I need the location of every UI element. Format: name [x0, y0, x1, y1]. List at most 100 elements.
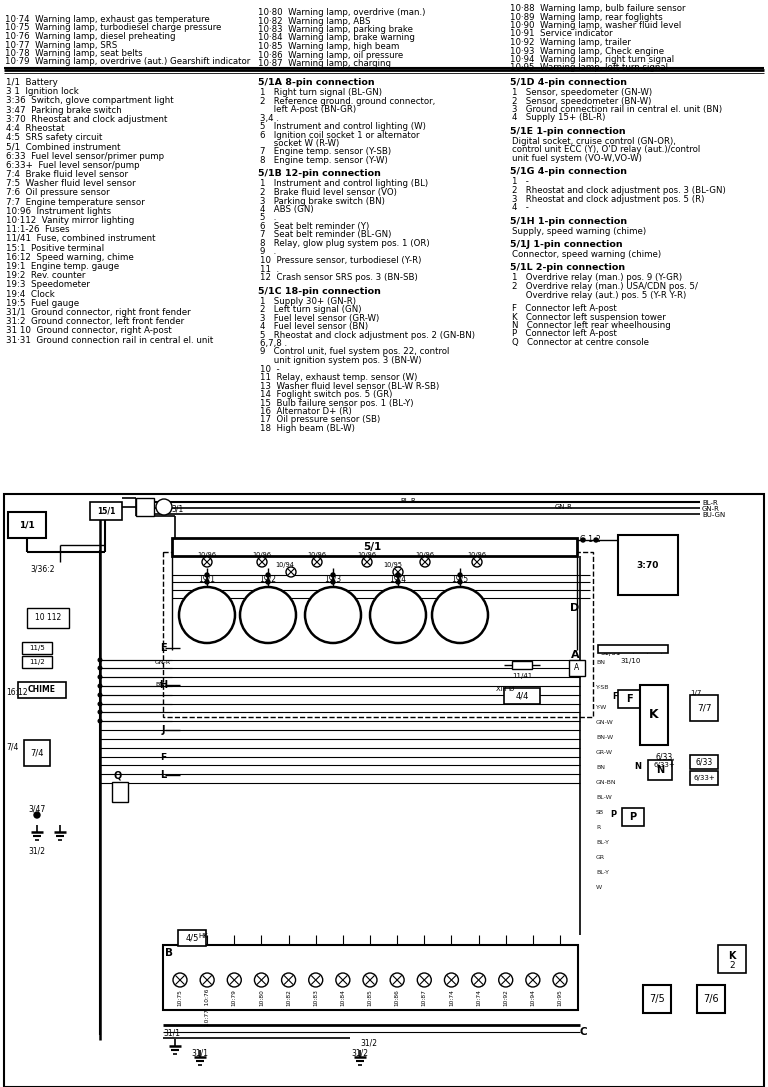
- Text: D: D: [571, 603, 580, 613]
- Text: TEMP: TEMP: [194, 605, 220, 614]
- Text: 5/1J 1-pin connection: 5/1J 1-pin connection: [510, 240, 623, 249]
- Text: 31/2: 31/2: [28, 846, 45, 855]
- Text: 31/2: 31/2: [360, 1038, 377, 1047]
- Text: 2: 2: [596, 535, 601, 544]
- Text: BN: BN: [596, 660, 605, 665]
- Text: 7/5: 7/5: [649, 994, 665, 1004]
- Text: 10·91  Service indicator: 10·91 Service indicator: [510, 29, 613, 38]
- Text: 10·89  Warning lamp, rear foglights: 10·89 Warning lamp, rear foglights: [510, 12, 663, 22]
- Text: Q   Connector at centre console: Q Connector at centre console: [512, 338, 649, 347]
- Circle shape: [205, 573, 209, 577]
- Text: 31/1: 31/1: [163, 1028, 180, 1037]
- Text: 11/41: 11/41: [512, 673, 532, 679]
- Text: 7   Seat belt reminder (BL-GN): 7 Seat belt reminder (BL-GN): [260, 230, 392, 239]
- Text: 10:87: 10:87: [422, 989, 427, 1005]
- Circle shape: [312, 557, 322, 567]
- Text: BN: BN: [596, 765, 605, 770]
- Text: Digital socket, cruise control (GN-OR),: Digital socket, cruise control (GN-OR),: [512, 137, 676, 146]
- Text: GAUGE: GAUGE: [190, 616, 223, 625]
- Text: P: P: [610, 810, 616, 819]
- Text: 1/1: 1/1: [19, 521, 35, 529]
- Text: 5/1A 8-pin connection: 5/1A 8-pin connection: [258, 78, 375, 87]
- Text: Supply, speed warning (chime): Supply, speed warning (chime): [512, 226, 646, 236]
- Circle shape: [498, 973, 513, 987]
- Text: 4   Fuel level sensor (BN): 4 Fuel level sensor (BN): [260, 322, 368, 332]
- Text: 10·78  Warning lamp, seat belts: 10·78 Warning lamp, seat belts: [5, 49, 143, 58]
- Circle shape: [362, 557, 372, 567]
- Text: FUEL: FUEL: [449, 605, 472, 614]
- Circle shape: [98, 659, 102, 662]
- Text: 31/10: 31/10: [620, 658, 641, 664]
- Text: socket W (R-W): socket W (R-W): [260, 139, 339, 148]
- Text: 5   .: 5 .: [260, 213, 276, 223]
- Text: 11:1-26  Fuses: 11:1-26 Fuses: [6, 225, 70, 234]
- Text: 18  High beam (BL-W): 18 High beam (BL-W): [260, 424, 355, 433]
- Circle shape: [98, 702, 102, 705]
- Text: 10·76  Warning lamp, diesel preheating: 10·76 Warning lamp, diesel preheating: [5, 32, 176, 41]
- Text: 10·112  Vanity mirror lighting: 10·112 Vanity mirror lighting: [6, 216, 134, 225]
- Text: 10/96: 10/96: [253, 552, 272, 558]
- Text: 12  Crash sensor SRS pos. 3 (BN-SB): 12 Crash sensor SRS pos. 3 (BN-SB): [260, 273, 418, 282]
- Bar: [163, 945, 578, 1010]
- Text: 19:2  Rev. counter: 19:2 Rev. counter: [6, 271, 85, 280]
- Text: 10·88  Warning lamp, bulb failure sensor: 10·88 Warning lamp, bulb failure sensor: [510, 4, 686, 13]
- Text: K: K: [649, 709, 659, 722]
- Text: E: E: [160, 644, 167, 653]
- Text: 19/3: 19/3: [324, 575, 342, 584]
- Text: GN-R: GN-R: [702, 507, 720, 512]
- Bar: [690, 771, 718, 785]
- Text: 7/4: 7/4: [6, 742, 18, 751]
- Bar: [504, 688, 540, 704]
- Text: L: L: [160, 770, 166, 780]
- Text: 10·86  Warning lamp, oil pressure: 10·86 Warning lamp, oil pressure: [258, 50, 403, 60]
- Bar: [622, 808, 644, 826]
- Text: 1   Supply 30+ (GN-R): 1 Supply 30+ (GN-R): [260, 297, 356, 305]
- Text: 3:47  Parking brake switch: 3:47 Parking brake switch: [6, 105, 122, 114]
- Text: 9   Control unit, fuel system pos. 22, control: 9 Control unit, fuel system pos. 22, con…: [260, 348, 449, 357]
- Bar: [22, 655, 52, 669]
- Circle shape: [266, 573, 270, 577]
- Text: 11/5: 11/5: [29, 645, 45, 651]
- Text: CHIME: CHIME: [28, 686, 56, 695]
- Text: Y-SB: Y-SB: [596, 685, 610, 690]
- Text: unit fuel system (VO-W,VO-W): unit fuel system (VO-W,VO-W): [512, 154, 642, 163]
- Text: G 1: G 1: [580, 535, 593, 544]
- Text: K: K: [728, 951, 736, 961]
- Text: 4:4  Rheostat: 4:4 Rheostat: [6, 124, 65, 133]
- Circle shape: [254, 973, 269, 987]
- Text: 10  -: 10 -: [260, 364, 280, 374]
- Text: GN-R: GN-R: [555, 504, 573, 510]
- Circle shape: [420, 557, 430, 567]
- Text: 5   Instrument and control lighting (W): 5 Instrument and control lighting (W): [260, 122, 426, 132]
- Text: Q: Q: [114, 770, 122, 780]
- Text: 6/33,: 6/33,: [655, 753, 675, 762]
- Text: 31/1  Ground connector, right front fender: 31/1 Ground connector, right front fende…: [6, 308, 190, 317]
- Circle shape: [309, 973, 323, 987]
- Text: 10·84  Warning lamp, brake warning: 10·84 Warning lamp, brake warning: [258, 34, 415, 42]
- Text: unit ignition system pos. 3 (BN-W): unit ignition system pos. 3 (BN-W): [260, 357, 422, 365]
- Text: P   Connector left A-post: P Connector left A-post: [512, 329, 617, 338]
- Text: Connector, speed warning (chime): Connector, speed warning (chime): [512, 250, 661, 259]
- Circle shape: [331, 580, 335, 584]
- Text: HK: HK: [198, 933, 208, 939]
- Text: 16:12: 16:12: [6, 688, 28, 697]
- Text: 19:4  Clock: 19:4 Clock: [6, 289, 55, 299]
- Text: control unit ECC (Y), O'D relay (aut.)/control: control unit ECC (Y), O'D relay (aut.)/c…: [512, 146, 700, 154]
- Text: 8   Relay, glow plug system pos. 1 (OR): 8 Relay, glow plug system pos. 1 (OR): [260, 239, 429, 248]
- Text: 19:5  Fuel gauge: 19:5 Fuel gauge: [6, 299, 79, 308]
- Circle shape: [257, 557, 267, 567]
- Text: 3   Parking brake switch (BN): 3 Parking brake switch (BN): [260, 197, 385, 205]
- Circle shape: [98, 684, 102, 688]
- Text: C: C: [580, 1027, 588, 1037]
- Text: 19/2: 19/2: [260, 575, 276, 584]
- Circle shape: [98, 694, 102, 697]
- Bar: [172, 538, 577, 555]
- Circle shape: [472, 557, 482, 567]
- Text: 10:92: 10:92: [503, 989, 508, 1005]
- Text: 2: 2: [729, 962, 735, 971]
- Bar: [569, 660, 585, 676]
- Text: 2   Brake fluid level sensor (VO): 2 Brake fluid level sensor (VO): [260, 188, 397, 197]
- Text: BL-R: BL-R: [702, 500, 718, 507]
- Text: 19:3  Speedometer: 19:3 Speedometer: [6, 280, 90, 289]
- Text: 4/5: 4/5: [185, 934, 199, 942]
